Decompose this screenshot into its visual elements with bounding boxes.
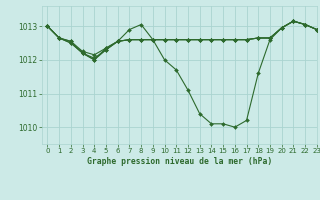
X-axis label: Graphe pression niveau de la mer (hPa): Graphe pression niveau de la mer (hPa) <box>87 157 272 166</box>
